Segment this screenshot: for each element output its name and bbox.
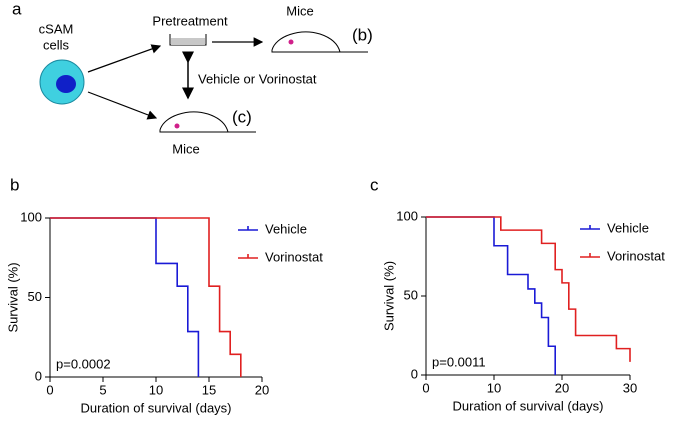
y-axis-label: Survival (%) bbox=[381, 261, 396, 331]
arrow bbox=[87, 91, 158, 120]
x-tick-label: 20 bbox=[555, 380, 569, 395]
eye bbox=[174, 123, 180, 129]
ref-label: (b) bbox=[352, 25, 373, 44]
treatment-label: Vehicle or Vorinostat bbox=[198, 71, 317, 86]
annotation: p=0.0011 bbox=[432, 354, 486, 369]
x-axis-label: Duration of survival (days) bbox=[81, 400, 232, 415]
diagram: a cSAM cells Pretreatment Vehicle or Vor… bbox=[12, 0, 373, 156]
y-tick-label: 50 bbox=[404, 287, 418, 302]
legend-label: Vehicle bbox=[265, 221, 307, 236]
x-axis-label: Duration of survival (days) bbox=[453, 398, 604, 413]
mice-label: Mice bbox=[286, 3, 313, 18]
nucleus bbox=[56, 75, 76, 93]
cell-label: cells bbox=[43, 37, 70, 52]
survival-curve bbox=[426, 216, 556, 375]
annotation: p=0.0002 bbox=[56, 356, 111, 371]
mice-label: Mice bbox=[172, 141, 199, 156]
cell-label: cSAM bbox=[39, 21, 74, 36]
x-tick-label: 0 bbox=[422, 380, 429, 395]
legend-label: Vorinostat bbox=[607, 248, 665, 263]
mouse bbox=[159, 111, 256, 133]
x-tick-label: 5 bbox=[99, 382, 106, 397]
panel-label: a bbox=[12, 0, 22, 18]
y-tick-label: 100 bbox=[396, 208, 418, 223]
pretreatment-label: Pretreatment bbox=[152, 13, 228, 28]
y-axis-label: Survival (%) bbox=[5, 262, 20, 332]
x-tick-label: 15 bbox=[202, 382, 216, 397]
survival-curve bbox=[426, 216, 631, 362]
arrow bbox=[87, 44, 162, 73]
y-tick-label: 100 bbox=[20, 209, 42, 224]
y-tick-label: 0 bbox=[35, 368, 42, 383]
x-tick-label: 0 bbox=[46, 382, 53, 397]
x-tick-label: 30 bbox=[623, 380, 637, 395]
x-tick-label: 20 bbox=[255, 382, 269, 397]
y-tick-label: 0 bbox=[411, 366, 418, 381]
panel-label: b bbox=[10, 175, 19, 194]
x-tick-label: 10 bbox=[487, 380, 501, 395]
panel-label: c bbox=[370, 175, 379, 194]
survival-curve bbox=[50, 217, 200, 377]
y-tick-label: 50 bbox=[28, 289, 42, 304]
legend-label: Vehicle bbox=[607, 220, 649, 235]
survival-curve bbox=[50, 217, 242, 377]
x-tick-label: 10 bbox=[149, 382, 163, 397]
ref-label: (c) bbox=[232, 107, 252, 126]
dish-fill bbox=[171, 38, 205, 45]
legend-label: Vorinostat bbox=[265, 249, 323, 264]
mouse bbox=[271, 31, 368, 53]
eye bbox=[288, 39, 294, 45]
